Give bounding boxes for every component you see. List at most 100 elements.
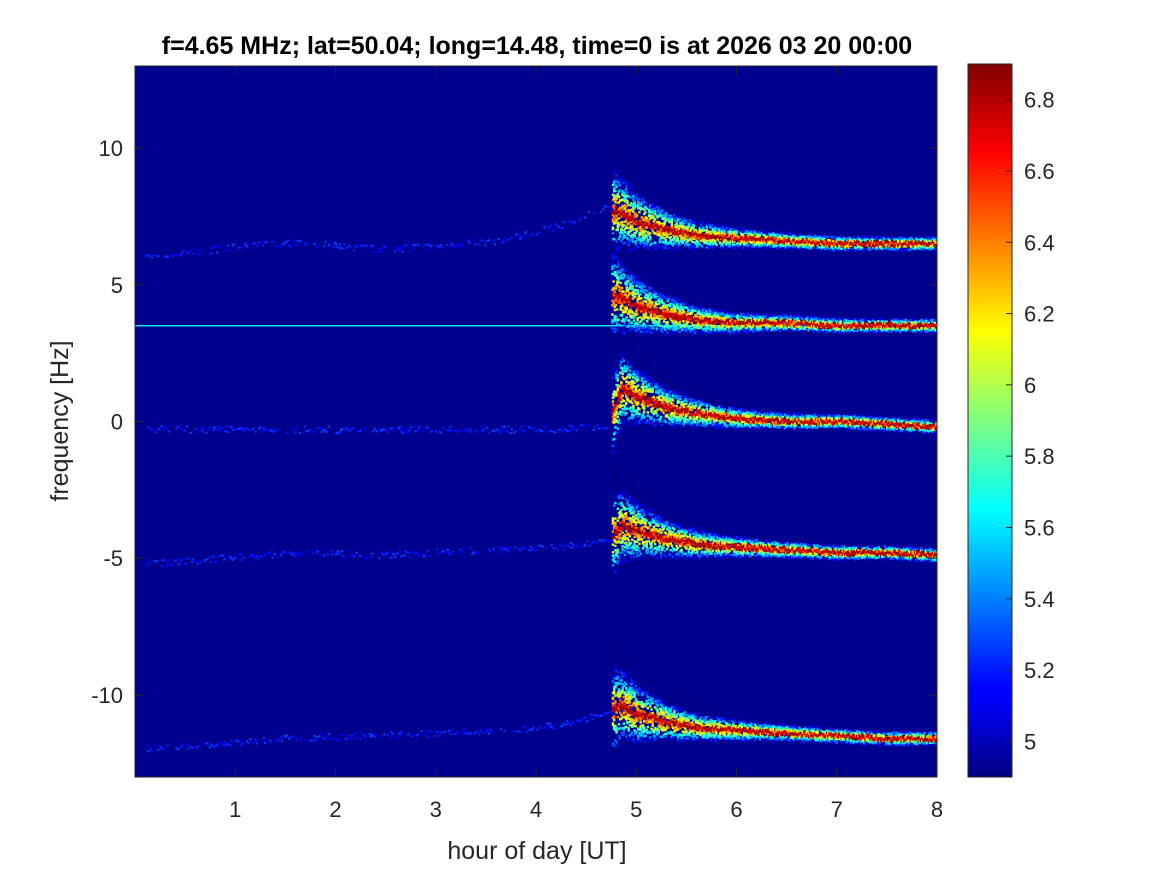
trace-pixel	[780, 316, 784, 319]
trace-pixel	[468, 241, 471, 244]
trace-pixel	[613, 258, 616, 261]
trace-pixel	[798, 244, 801, 247]
trace-pixel	[812, 321, 815, 324]
trace-pixel	[833, 248, 836, 252]
trace-pixel	[750, 327, 754, 330]
trace-pixel	[925, 240, 929, 243]
trace-pixel	[688, 308, 691, 312]
trace-pixel	[663, 220, 666, 223]
trace-pixel	[785, 327, 789, 330]
trace-pixel	[682, 215, 686, 218]
trace-pixel	[647, 297, 650, 301]
trace-pixel	[378, 247, 381, 250]
trace-pixel	[848, 239, 852, 243]
trace-pixel	[685, 327, 689, 331]
trace-pixel	[791, 239, 794, 243]
trace-pixel	[657, 233, 660, 237]
trace-pixel	[661, 313, 665, 317]
trace-pixel	[680, 313, 684, 316]
trace-pixel	[786, 329, 790, 332]
trace-pixel	[649, 235, 652, 239]
trace-pixel	[788, 325, 791, 329]
trace-pixel	[640, 326, 643, 329]
trace-core-pixel	[704, 234, 708, 238]
trace-pixel	[775, 327, 779, 330]
trace-pixel	[737, 318, 740, 322]
trace-pixel	[630, 310, 633, 313]
trace-pixel	[844, 319, 847, 322]
trace-pixel	[671, 300, 674, 303]
trace-pixel	[614, 271, 618, 275]
trace-pixel	[818, 322, 821, 325]
trace-pixel	[612, 265, 615, 268]
trace-pixel	[620, 303, 624, 306]
trace-pixel	[637, 284, 641, 287]
trace-pixel	[633, 212, 636, 215]
trace-pixel	[858, 236, 861, 239]
trace-pixel	[616, 172, 620, 176]
trace-pixel	[700, 247, 704, 250]
trace-pixel	[637, 308, 641, 312]
trace-pixel	[673, 308, 677, 311]
trace-pixel	[852, 318, 856, 322]
trace-pixel	[603, 205, 606, 208]
trace-pixel	[780, 330, 784, 333]
trace-pixel	[614, 255, 618, 259]
trace-pixel	[617, 249, 621, 252]
trace-pixel	[896, 246, 900, 250]
trace-pixel	[822, 248, 825, 251]
trace-pixel	[619, 301, 623, 304]
trace-pixel	[677, 322, 680, 325]
trace-pixel	[783, 244, 787, 247]
trace-pixel	[631, 287, 635, 291]
trace-pixel	[769, 313, 773, 316]
trace-pixel	[650, 316, 654, 320]
trace-pixel	[641, 243, 645, 246]
trace-pixel	[752, 243, 755, 246]
trace-pixel	[252, 242, 255, 245]
trace-pixel	[147, 254, 150, 257]
trace-pixel	[669, 236, 672, 239]
trace-pixel	[810, 233, 813, 237]
trace-pixel	[689, 236, 693, 239]
trace-pixel	[733, 235, 736, 239]
trace-pixel	[725, 325, 728, 328]
trace-pixel	[753, 246, 757, 250]
trace-pixel	[634, 295, 637, 298]
trace-pixel	[744, 326, 748, 330]
trace-pixel	[710, 244, 713, 248]
trace-pixel	[628, 291, 631, 295]
trace-pixel	[688, 237, 692, 240]
trace-pixel	[810, 243, 813, 246]
trace-pixel	[667, 213, 670, 216]
trace-pixel	[810, 246, 813, 249]
trace-pixel	[623, 235, 627, 238]
trace-pixel	[781, 244, 784, 248]
trace-pixel	[615, 274, 619, 278]
trace-pixel	[684, 325, 687, 328]
trace-pixel	[414, 243, 417, 246]
trace-pixel	[830, 320, 833, 323]
trace-pixel	[906, 236, 909, 240]
trace-pixel	[224, 248, 227, 251]
trace-pixel	[625, 316, 629, 319]
trace-pixel	[652, 241, 656, 245]
trace-pixel	[799, 237, 802, 240]
trace-pixel	[658, 297, 661, 301]
trace-pixel	[846, 327, 850, 330]
trace-pixel	[849, 321, 852, 325]
trace-pixel	[862, 322, 866, 325]
trace-pixel	[720, 233, 723, 237]
trace-pixel	[678, 310, 681, 313]
trace-pixel	[648, 300, 651, 303]
trace-pixel	[640, 297, 643, 300]
trace-pixel	[877, 326, 880, 329]
trace-pixel	[812, 238, 816, 241]
trace-pixel	[709, 308, 713, 311]
trace-core-pixel	[872, 240, 876, 244]
trace-pixel	[667, 247, 670, 250]
trace-pixel	[625, 210, 628, 213]
trace-core-pixel	[729, 234, 733, 238]
trace-pixel	[614, 298, 618, 302]
trace-pixel	[817, 246, 820, 249]
